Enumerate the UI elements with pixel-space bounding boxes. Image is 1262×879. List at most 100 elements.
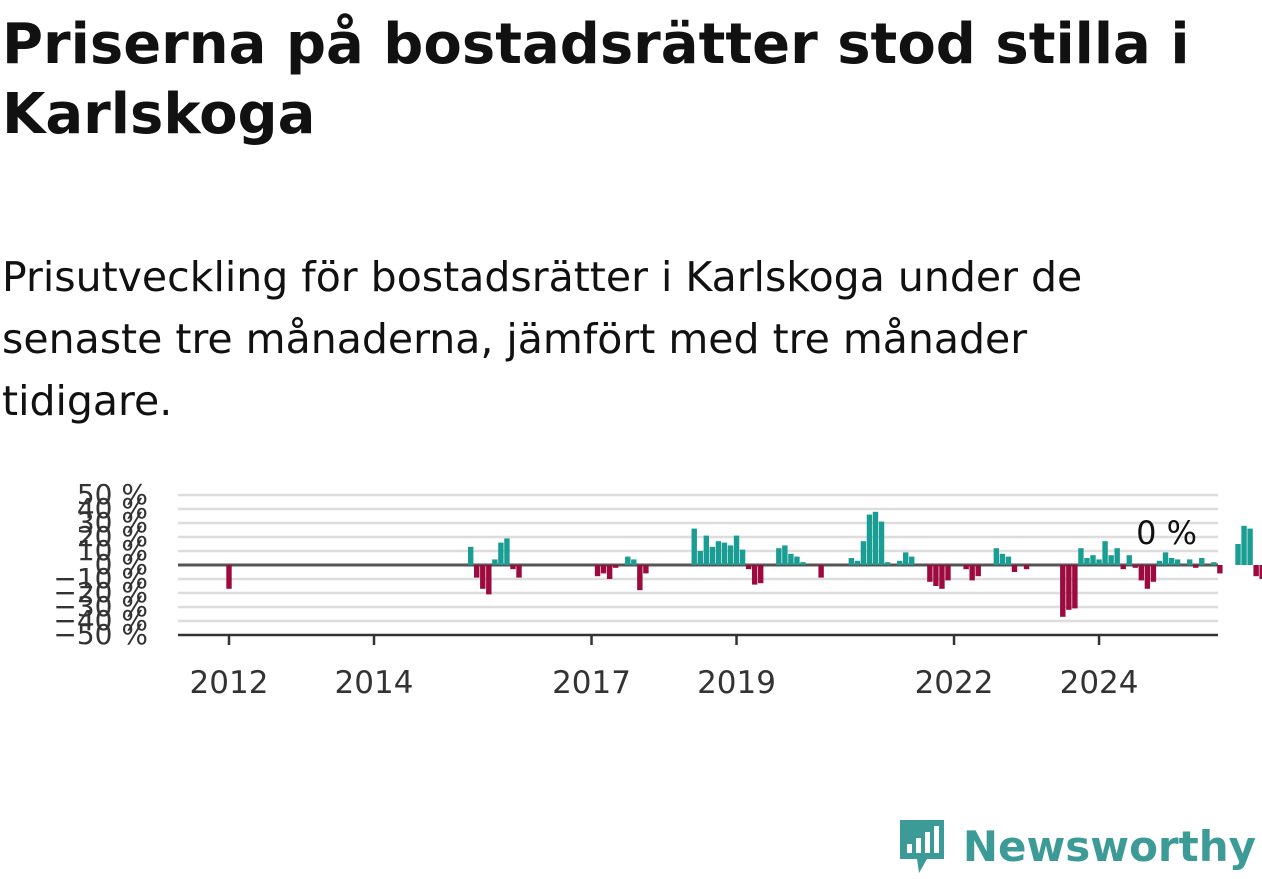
bar [903,552,909,565]
bar [818,565,824,578]
bar [776,548,782,565]
y-tick-label: −10 % [53,562,148,595]
bar [1090,555,1096,565]
bar [788,553,794,565]
bar [721,542,728,565]
bar [600,565,607,574]
bar [504,538,510,565]
bar [1060,565,1066,617]
bar [878,521,885,565]
bar [637,565,643,591]
bar [1108,555,1114,565]
brand-name: Newsworthy [962,821,1256,871]
bar [745,565,752,570]
bar [697,551,703,565]
y-tick-label: 0 % [95,548,148,581]
bar [999,553,1006,565]
bar [1217,565,1223,574]
y-tick-label: 20 % [77,520,148,553]
bar [872,511,879,565]
bar [1066,565,1072,610]
bar [866,514,873,565]
bar [492,559,498,565]
y-tick-label: −50 % [53,618,148,651]
bar [794,556,800,565]
bar [625,556,631,565]
bar [854,560,861,565]
bar [963,565,969,570]
bar [1168,558,1175,565]
bars [226,511,1262,617]
y-tick-label: 50 % [77,478,148,511]
bar [498,542,504,565]
bar [1005,556,1012,565]
bar [751,565,758,585]
bar [643,565,649,574]
x-tick-label: 2017 [552,665,631,700]
bar [1023,565,1030,570]
bar [1102,541,1108,565]
bar [757,565,764,584]
bar [896,560,903,565]
bar [703,535,710,565]
bar [975,565,981,577]
bar [1259,565,1262,579]
bar [516,565,522,578]
bar [733,535,740,565]
bar [510,565,516,570]
x-tick-label: 2024 [1060,665,1139,700]
bar [945,565,951,581]
bar [1072,565,1078,609]
y-tick-label: 40 % [77,492,148,525]
bar [606,565,613,579]
bar [860,541,867,565]
y-axis-ticks: −50 %−40 %−30 %−20 %−10 %0 %10 %20 %30 %… [53,478,148,651]
bar [715,541,722,565]
y-tick-label: 10 % [77,534,148,567]
bar [993,548,1000,565]
y-tick-label: −40 % [53,604,148,637]
bar [631,559,637,565]
x-tick-label: 2014 [335,665,414,700]
chart-title: Priserna på bostadsrätter stod stilla i … [2,12,1190,147]
x-tick-label: 2012 [190,665,269,700]
price-change-bar-chart: −50 %−40 %−30 %−20 %−10 %0 %10 %20 %30 %… [53,478,1262,700]
y-tick-label: 30 % [77,506,148,539]
bar [1150,565,1157,582]
bar [1247,528,1253,565]
bar [933,565,939,586]
bar [1174,559,1181,565]
bar [800,562,806,565]
bar [486,565,492,595]
bar [594,565,601,577]
bar [1211,562,1217,565]
bar [1084,558,1090,565]
bar [467,546,474,565]
newsworthy-logo-icon [899,820,944,873]
bar [474,565,480,578]
bar [927,565,933,582]
bar [1156,560,1163,565]
bar [709,546,716,565]
bar [1126,555,1132,565]
bar [727,545,734,565]
bar [226,565,232,589]
chart-subtitle: Prisutveckling för bostadsrätter i Karls… [2,253,1083,425]
bar [691,528,697,565]
bar [848,558,855,565]
bar [1132,565,1138,568]
latest-value-label: 0 % [1136,514,1197,552]
bar [884,562,891,565]
bar [1144,565,1151,589]
bar [739,549,746,565]
bar [969,565,975,581]
y-tick-label: −20 % [53,576,148,609]
bar [1193,565,1199,568]
bar [1186,559,1193,565]
bar [1011,565,1018,572]
bar [782,545,788,565]
bar [1162,552,1169,565]
x-tick-label: 2022 [915,665,994,700]
bar [1078,548,1084,565]
bar [1253,565,1259,577]
